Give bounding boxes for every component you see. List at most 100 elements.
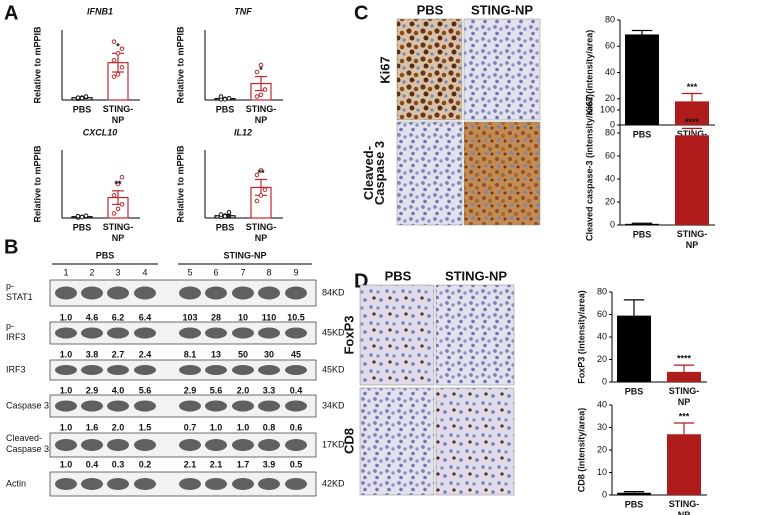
blot-band <box>285 365 307 375</box>
band-size: 42KD <box>322 478 345 488</box>
blot-band <box>258 478 280 490</box>
column-header: PBS <box>385 268 412 283</box>
significance-label: * <box>116 42 120 52</box>
y-tick-label: 20 <box>605 196 615 206</box>
x-tick-label: PBS <box>216 104 235 114</box>
data-point <box>218 94 224 99</box>
quantification: 3.8 <box>86 349 99 359</box>
quantification: 2.4 <box>139 349 152 359</box>
y-axis-label: Relative to mPPIB <box>175 26 185 104</box>
bar <box>617 492 651 495</box>
data-point <box>258 193 264 198</box>
bar <box>675 135 709 225</box>
histology-image <box>396 18 463 121</box>
blot-band <box>285 327 307 339</box>
y-axis-label: Relative to mPPIB <box>175 145 185 223</box>
bar <box>107 197 129 219</box>
row-label: Cleaved-Caspase 3 <box>6 433 49 454</box>
y-tick-label: 0 <box>610 119 615 129</box>
data-point <box>226 210 232 215</box>
quantification: 2.0 <box>112 422 125 432</box>
blot-band <box>107 365 129 375</box>
column-header: PBS <box>417 2 444 17</box>
blot-band <box>134 365 156 375</box>
y-tick-label: 60 <box>597 309 607 319</box>
lane-number: 4 <box>142 267 147 277</box>
data-point <box>254 198 260 204</box>
row-label: Caspase 3 <box>6 400 49 410</box>
quantification: 1.7 <box>237 459 250 469</box>
quantification: 1.0 <box>60 349 73 359</box>
quantification: 8.1 <box>184 349 197 359</box>
data-point <box>222 97 228 102</box>
x-tick-label: STING-NP <box>669 499 700 515</box>
blot-band <box>81 327 103 339</box>
y-tick-label: 40 <box>597 399 607 409</box>
significance-label: **** <box>685 117 700 127</box>
chart-title: TNF <box>234 6 252 16</box>
blot-band <box>258 439 280 451</box>
data-point <box>83 213 89 219</box>
histology-image <box>463 121 541 226</box>
text-line: p- <box>6 281 14 291</box>
quantification: 0.2 <box>139 459 152 469</box>
blot-band <box>81 365 103 375</box>
text-line: Cleaved- <box>361 146 376 200</box>
text-line: STING- <box>669 499 700 509</box>
blot-band <box>179 327 201 339</box>
row-label: CD8 <box>341 428 356 454</box>
significance-label: *** <box>687 82 698 92</box>
quantification: 50 <box>238 349 248 359</box>
blot-band <box>285 400 307 412</box>
bar <box>625 34 659 125</box>
quantification: 3.9 <box>263 459 276 469</box>
text-line: NP <box>112 115 125 125</box>
quantification: 0.6 <box>290 422 303 432</box>
y-tick-label: 0 <box>602 489 607 499</box>
quantification: 0.3 <box>112 459 125 469</box>
bar <box>107 62 129 101</box>
data-point <box>222 214 228 219</box>
data-point <box>254 94 260 99</box>
data-point <box>83 94 89 99</box>
text-line: NP <box>255 115 268 125</box>
quantification: 1.0 <box>60 385 73 395</box>
data-point <box>75 95 81 100</box>
group-label: PBS <box>96 250 115 260</box>
y-tick-label: 0 <box>602 376 607 386</box>
lane-number: 8 <box>266 267 271 277</box>
blot-band <box>81 478 103 490</box>
bar <box>625 223 659 225</box>
blot-band <box>134 439 156 451</box>
blot-band <box>205 439 227 451</box>
blot-band <box>55 286 77 300</box>
blot-band <box>258 286 280 300</box>
y-tick-label: 60 <box>605 41 615 51</box>
quantification: 3.3 <box>263 385 276 395</box>
y-axis-label: Ki67 (intensity/area) <box>584 30 594 116</box>
data-point <box>111 211 117 216</box>
blot-band <box>285 286 307 300</box>
x-tick-label: STING-NP <box>103 222 134 243</box>
data-point <box>111 39 117 44</box>
histology-image <box>435 387 515 496</box>
column-header: STING-NP <box>445 268 507 283</box>
blot-band <box>205 286 227 300</box>
row-label: Cleaved-Caspase 3 <box>361 141 387 205</box>
data-point <box>75 213 81 219</box>
quantification: 110 <box>262 312 277 322</box>
band-size: 84KD <box>322 287 345 297</box>
quantification: 1.0 <box>60 312 73 322</box>
data-point <box>115 206 121 212</box>
quantification: 1.0 <box>60 459 73 469</box>
x-tick-label: PBS <box>73 222 92 232</box>
quantification: 0.7 <box>184 422 197 432</box>
text-line: STING- <box>669 386 700 396</box>
text-line: NP <box>686 240 699 250</box>
lane-number: 5 <box>187 267 192 277</box>
quantification: 1.5 <box>139 422 152 432</box>
row-label: p-IRF3 <box>6 321 26 342</box>
blot-band <box>258 365 280 375</box>
text-line: Cleaved- <box>6 433 42 443</box>
